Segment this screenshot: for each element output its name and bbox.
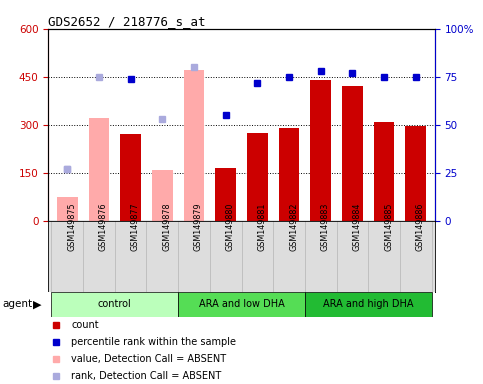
Text: GSM149878: GSM149878	[162, 202, 171, 251]
Text: percentile rank within the sample: percentile rank within the sample	[71, 337, 237, 347]
Bar	[215, 168, 236, 221]
Bar	[405, 126, 426, 221]
Text: GSM149880: GSM149880	[226, 202, 235, 251]
Text: control: control	[98, 299, 132, 310]
Text: GSM149879: GSM149879	[194, 202, 203, 251]
Text: GSM149881: GSM149881	[257, 202, 266, 251]
Text: GSM149884: GSM149884	[353, 202, 361, 251]
Text: ARA and low DHA: ARA and low DHA	[199, 299, 284, 310]
Text: GSM149886: GSM149886	[416, 202, 425, 251]
Bar	[89, 118, 109, 221]
Bar	[184, 70, 204, 221]
Text: GSM149877: GSM149877	[130, 202, 140, 251]
Bar	[374, 122, 394, 221]
Bar	[305, 292, 431, 317]
Text: GDS2652 / 218776_s_at: GDS2652 / 218776_s_at	[48, 15, 206, 28]
Bar	[178, 292, 305, 317]
Text: GSM149885: GSM149885	[384, 202, 393, 251]
Bar	[152, 170, 172, 221]
Bar	[279, 128, 299, 221]
Text: GSM149882: GSM149882	[289, 202, 298, 251]
Text: GSM149883: GSM149883	[321, 202, 330, 251]
Text: agent: agent	[2, 299, 32, 310]
Text: ARA and high DHA: ARA and high DHA	[323, 299, 413, 310]
Text: ▶: ▶	[33, 299, 42, 310]
Text: count: count	[71, 320, 99, 330]
Bar	[342, 86, 363, 221]
Text: GSM149876: GSM149876	[99, 202, 108, 251]
Bar	[57, 197, 78, 221]
Bar	[120, 134, 141, 221]
Text: rank, Detection Call = ABSENT: rank, Detection Call = ABSENT	[71, 371, 222, 381]
Bar	[247, 133, 268, 221]
Text: GSM149875: GSM149875	[67, 202, 76, 251]
Bar	[311, 80, 331, 221]
Bar	[52, 292, 178, 317]
Text: value, Detection Call = ABSENT: value, Detection Call = ABSENT	[71, 354, 227, 364]
